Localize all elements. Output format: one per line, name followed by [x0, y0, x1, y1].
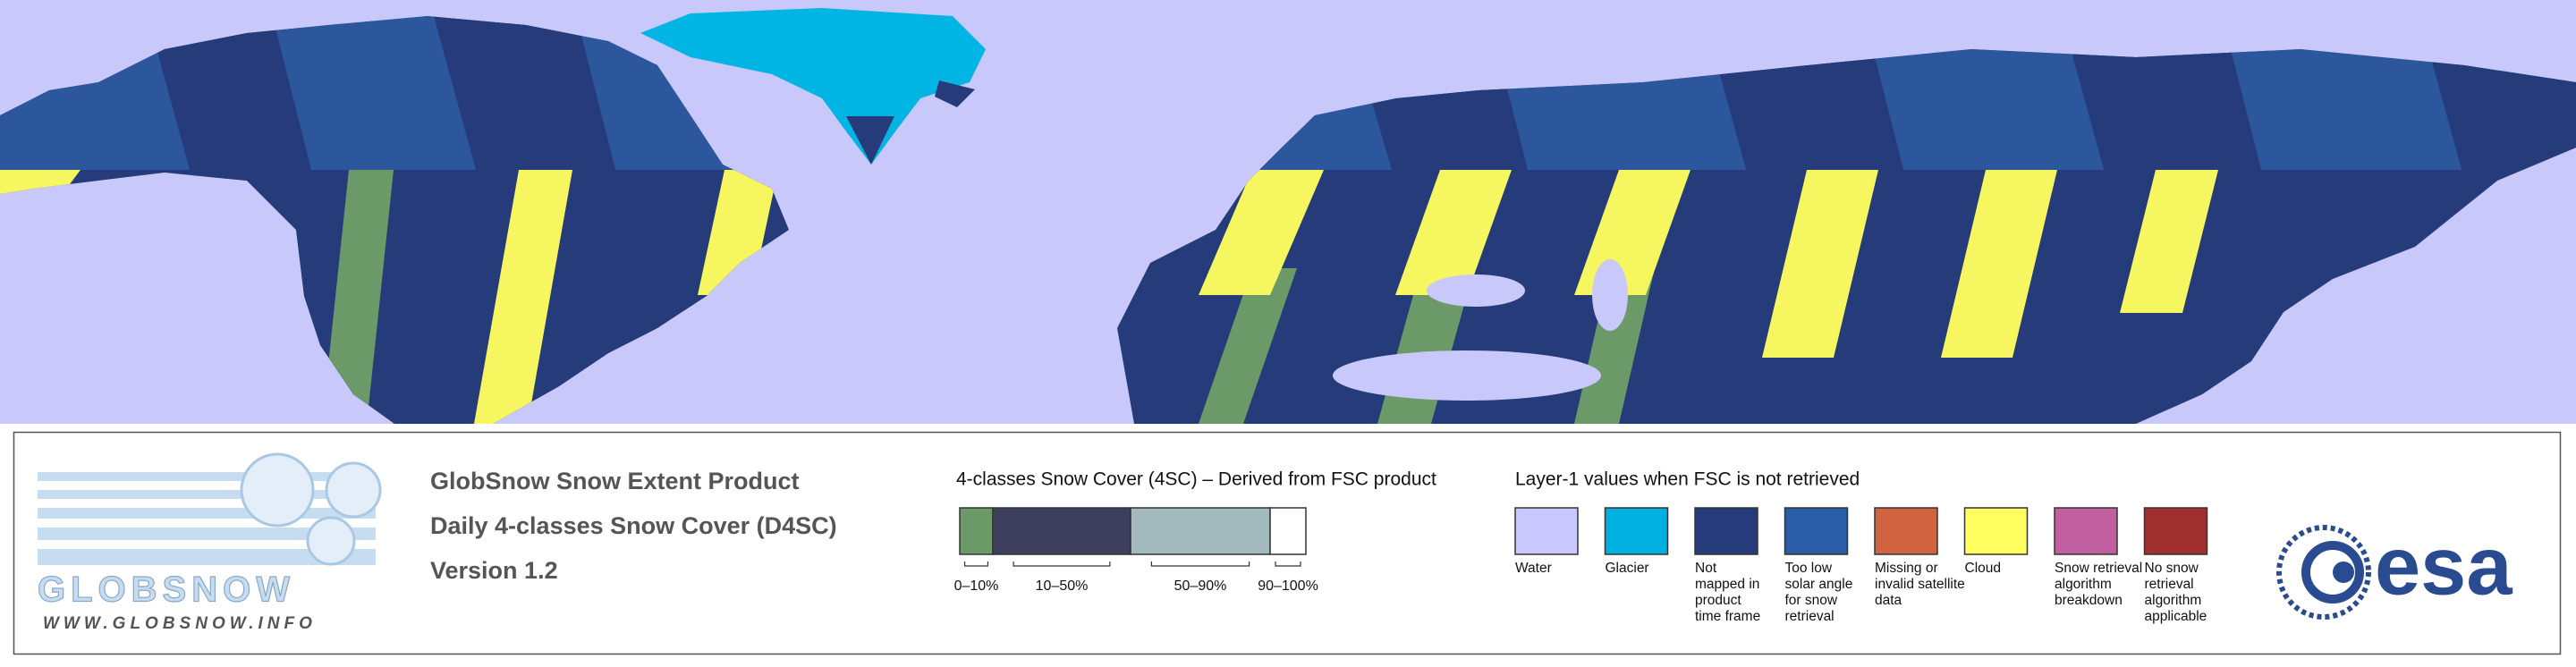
class-bracket: [1150, 561, 1250, 567]
item-label: breakdown: [2055, 593, 2123, 608]
class-label: 10–50%: [1036, 578, 1089, 594]
legend-title: 4-classes Snow Cover (4SC) – Derived fro…: [956, 469, 1436, 490]
product-info: GlobSnow Snow Extent Product Daily 4-clas…: [430, 468, 837, 584]
item-label: retrieval: [2145, 577, 2194, 592]
product-line: Daily 4-classes Snow Cover (D4SC): [430, 512, 837, 539]
class-swatch: [992, 507, 1131, 555]
map-land: [0, 16, 2576, 424]
class-bracket: [1275, 561, 1301, 567]
product-line: GlobSnow Snow Extent Product: [430, 468, 800, 494]
item-label: algorithm: [2055, 577, 2112, 592]
item-label: product: [1695, 593, 1741, 608]
logo-url: WWW.GLOBSNOW.INFO: [43, 614, 317, 633]
class-swatch: [1269, 507, 1307, 555]
item-label: Snow retrieval: [2055, 561, 2142, 576]
class-label: 90–100%: [1258, 578, 1318, 594]
item-label: Too low: [1785, 561, 1833, 576]
class-bracket: [963, 561, 989, 567]
map-greenland: [640, 8, 986, 165]
legend-title: Layer-1 values when FSC is not retrieved: [1515, 469, 1860, 490]
item-label: solar angle: [1785, 577, 1853, 592]
class-label: 0–10%: [954, 578, 999, 594]
item-label: Missing or: [1875, 561, 1938, 576]
item-label: Water: [1515, 561, 1552, 576]
class-swatch: [959, 507, 994, 555]
class-label: 50–90%: [1174, 578, 1227, 594]
snow-cover-legend: 4-classes Snow Cover (4SC) – Derived fro…: [954, 469, 1436, 595]
map-sea: [1333, 350, 1601, 401]
item-label: Glacier: [1606, 561, 1649, 576]
map-sea: [1427, 274, 1525, 307]
item-swatch: [1514, 507, 1579, 555]
logo-name: GLOBSNOW: [38, 570, 295, 610]
globsnow-logo: [38, 452, 382, 566]
item-label: for snow: [1785, 593, 1838, 608]
item-label: mapped in: [1695, 577, 1759, 592]
map-greenland: [935, 80, 975, 107]
layer1-legend: Layer-1 values when FSC is not retrieved…: [1514, 469, 2208, 624]
item-label: time frame: [1695, 609, 1760, 624]
item-label: Not: [1695, 561, 1717, 576]
item-swatch: [1963, 507, 2029, 555]
item-swatch: [1604, 507, 1669, 555]
item-swatch: [2054, 507, 2118, 555]
item-label: Cloud: [1965, 561, 2002, 576]
item-label: retrieval: [1785, 609, 1835, 624]
item-label: applicable: [2145, 609, 2207, 624]
item-swatch: [1694, 507, 1758, 555]
agency-name: esa: [2375, 520, 2512, 612]
product-line: Version 1.2: [430, 557, 558, 584]
esa-logo: [2276, 525, 2371, 620]
item-swatch: [1784, 507, 1849, 555]
item-swatch: [2143, 507, 2208, 555]
map-sea: [1592, 259, 1628, 331]
class-bracket: [1013, 561, 1111, 567]
item-label: algorithm: [2145, 593, 2202, 608]
item-label: data: [1875, 593, 1902, 608]
item-label: No snow: [2145, 561, 2199, 576]
item-label: invalid satellite: [1875, 577, 1965, 592]
class-swatch: [1130, 507, 1271, 555]
map-greenland: [846, 116, 894, 165]
item-swatch: [1874, 507, 1938, 555]
